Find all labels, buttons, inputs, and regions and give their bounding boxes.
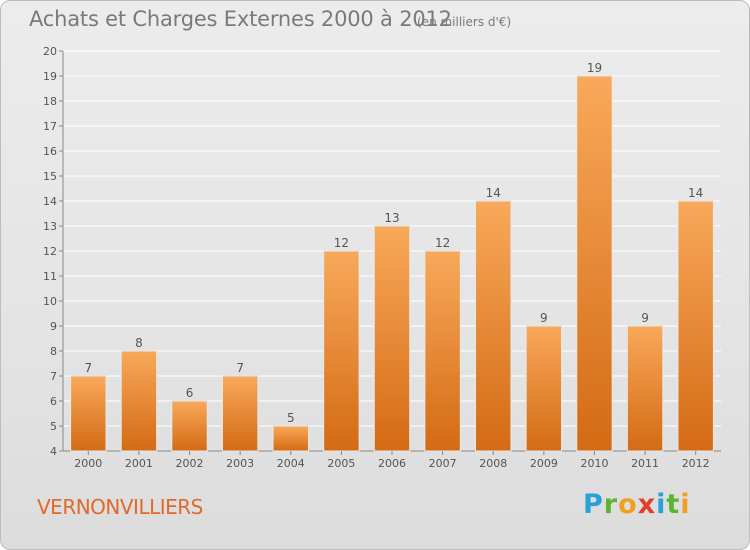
y-tick-label: 9 (50, 320, 57, 333)
data-label: 5 (287, 411, 295, 425)
data-label: 7 (84, 361, 92, 375)
y-tick-label: 17 (43, 120, 57, 133)
chart-title: Achats et Charges Externes 2000 à 2012 (29, 7, 452, 31)
data-label: 12 (334, 236, 349, 250)
data-label: 6 (186, 386, 194, 400)
x-tick-label: 2011 (631, 457, 659, 470)
y-tick-label: 15 (43, 170, 57, 183)
y-tick-label: 8 (50, 345, 57, 358)
bar-2009 (525, 325, 563, 452)
chart-subtitle: (en milliers d'€) (417, 15, 512, 29)
x-tick-label: 2001 (125, 457, 153, 470)
y-tick-label: 16 (43, 145, 57, 158)
y-tick-label: 6 (50, 395, 57, 408)
y-tick-label: 7 (50, 370, 57, 383)
logo-letter: i (656, 489, 667, 520)
bar-2001 (120, 350, 158, 452)
logo-letter: o (618, 489, 638, 520)
data-label: 19 (587, 61, 602, 75)
data-label: 7 (236, 361, 244, 375)
data-label: 13 (384, 211, 399, 225)
bar-2008 (475, 200, 512, 452)
y-tick-label: 11 (43, 270, 57, 283)
x-tick-label: 2004 (277, 457, 305, 470)
bar-2000 (70, 375, 107, 452)
logo-letter: r (603, 489, 619, 520)
logo-letter: P (583, 489, 604, 520)
data-label: 14 (486, 186, 501, 200)
proxiti-logo: Proxiti (583, 489, 691, 520)
bar-2007 (424, 250, 461, 452)
bar-2003 (221, 375, 259, 452)
data-label: 9 (540, 311, 548, 325)
bar-2006 (373, 225, 411, 452)
x-tick-label: 2002 (176, 457, 204, 470)
logo-letter: x (637, 489, 657, 520)
bar-2012 (677, 200, 714, 452)
x-tick-label: 2010 (580, 457, 608, 470)
bar-2004 (272, 425, 309, 452)
x-tick-label: 2005 (327, 457, 355, 470)
bar-2005 (323, 250, 360, 452)
x-tick-label: 2012 (682, 457, 710, 470)
y-tick-label: 20 (43, 45, 57, 58)
x-tick-label: 2006 (378, 457, 406, 470)
y-tick-label: 13 (43, 220, 57, 233)
logo-letter: t (666, 489, 681, 520)
bar-2002 (171, 400, 208, 452)
x-tick-label: 2007 (429, 457, 457, 470)
y-tick-label: 19 (43, 70, 57, 83)
y-tick-label: 18 (43, 95, 57, 108)
x-tick-label: 2008 (479, 457, 507, 470)
data-label: 8 (135, 336, 143, 350)
x-tick-label: 2003 (226, 457, 254, 470)
data-label: 12 (435, 236, 450, 250)
data-label: 14 (688, 186, 703, 200)
y-tick-label: 10 (43, 295, 57, 308)
y-tick-label: 12 (43, 245, 57, 258)
commune-name: VERNONVILLIERS (37, 495, 203, 519)
y-tick-label: 14 (43, 195, 57, 208)
logo-letter: i (680, 489, 691, 520)
x-tick-label: 2009 (530, 457, 558, 470)
y-tick-label: 4 (50, 445, 57, 458)
data-label: 9 (641, 311, 649, 325)
bar-2011 (626, 325, 664, 452)
x-tick-label: 2000 (74, 457, 102, 470)
bar-2010 (576, 75, 613, 452)
y-tick-label: 5 (50, 420, 57, 433)
